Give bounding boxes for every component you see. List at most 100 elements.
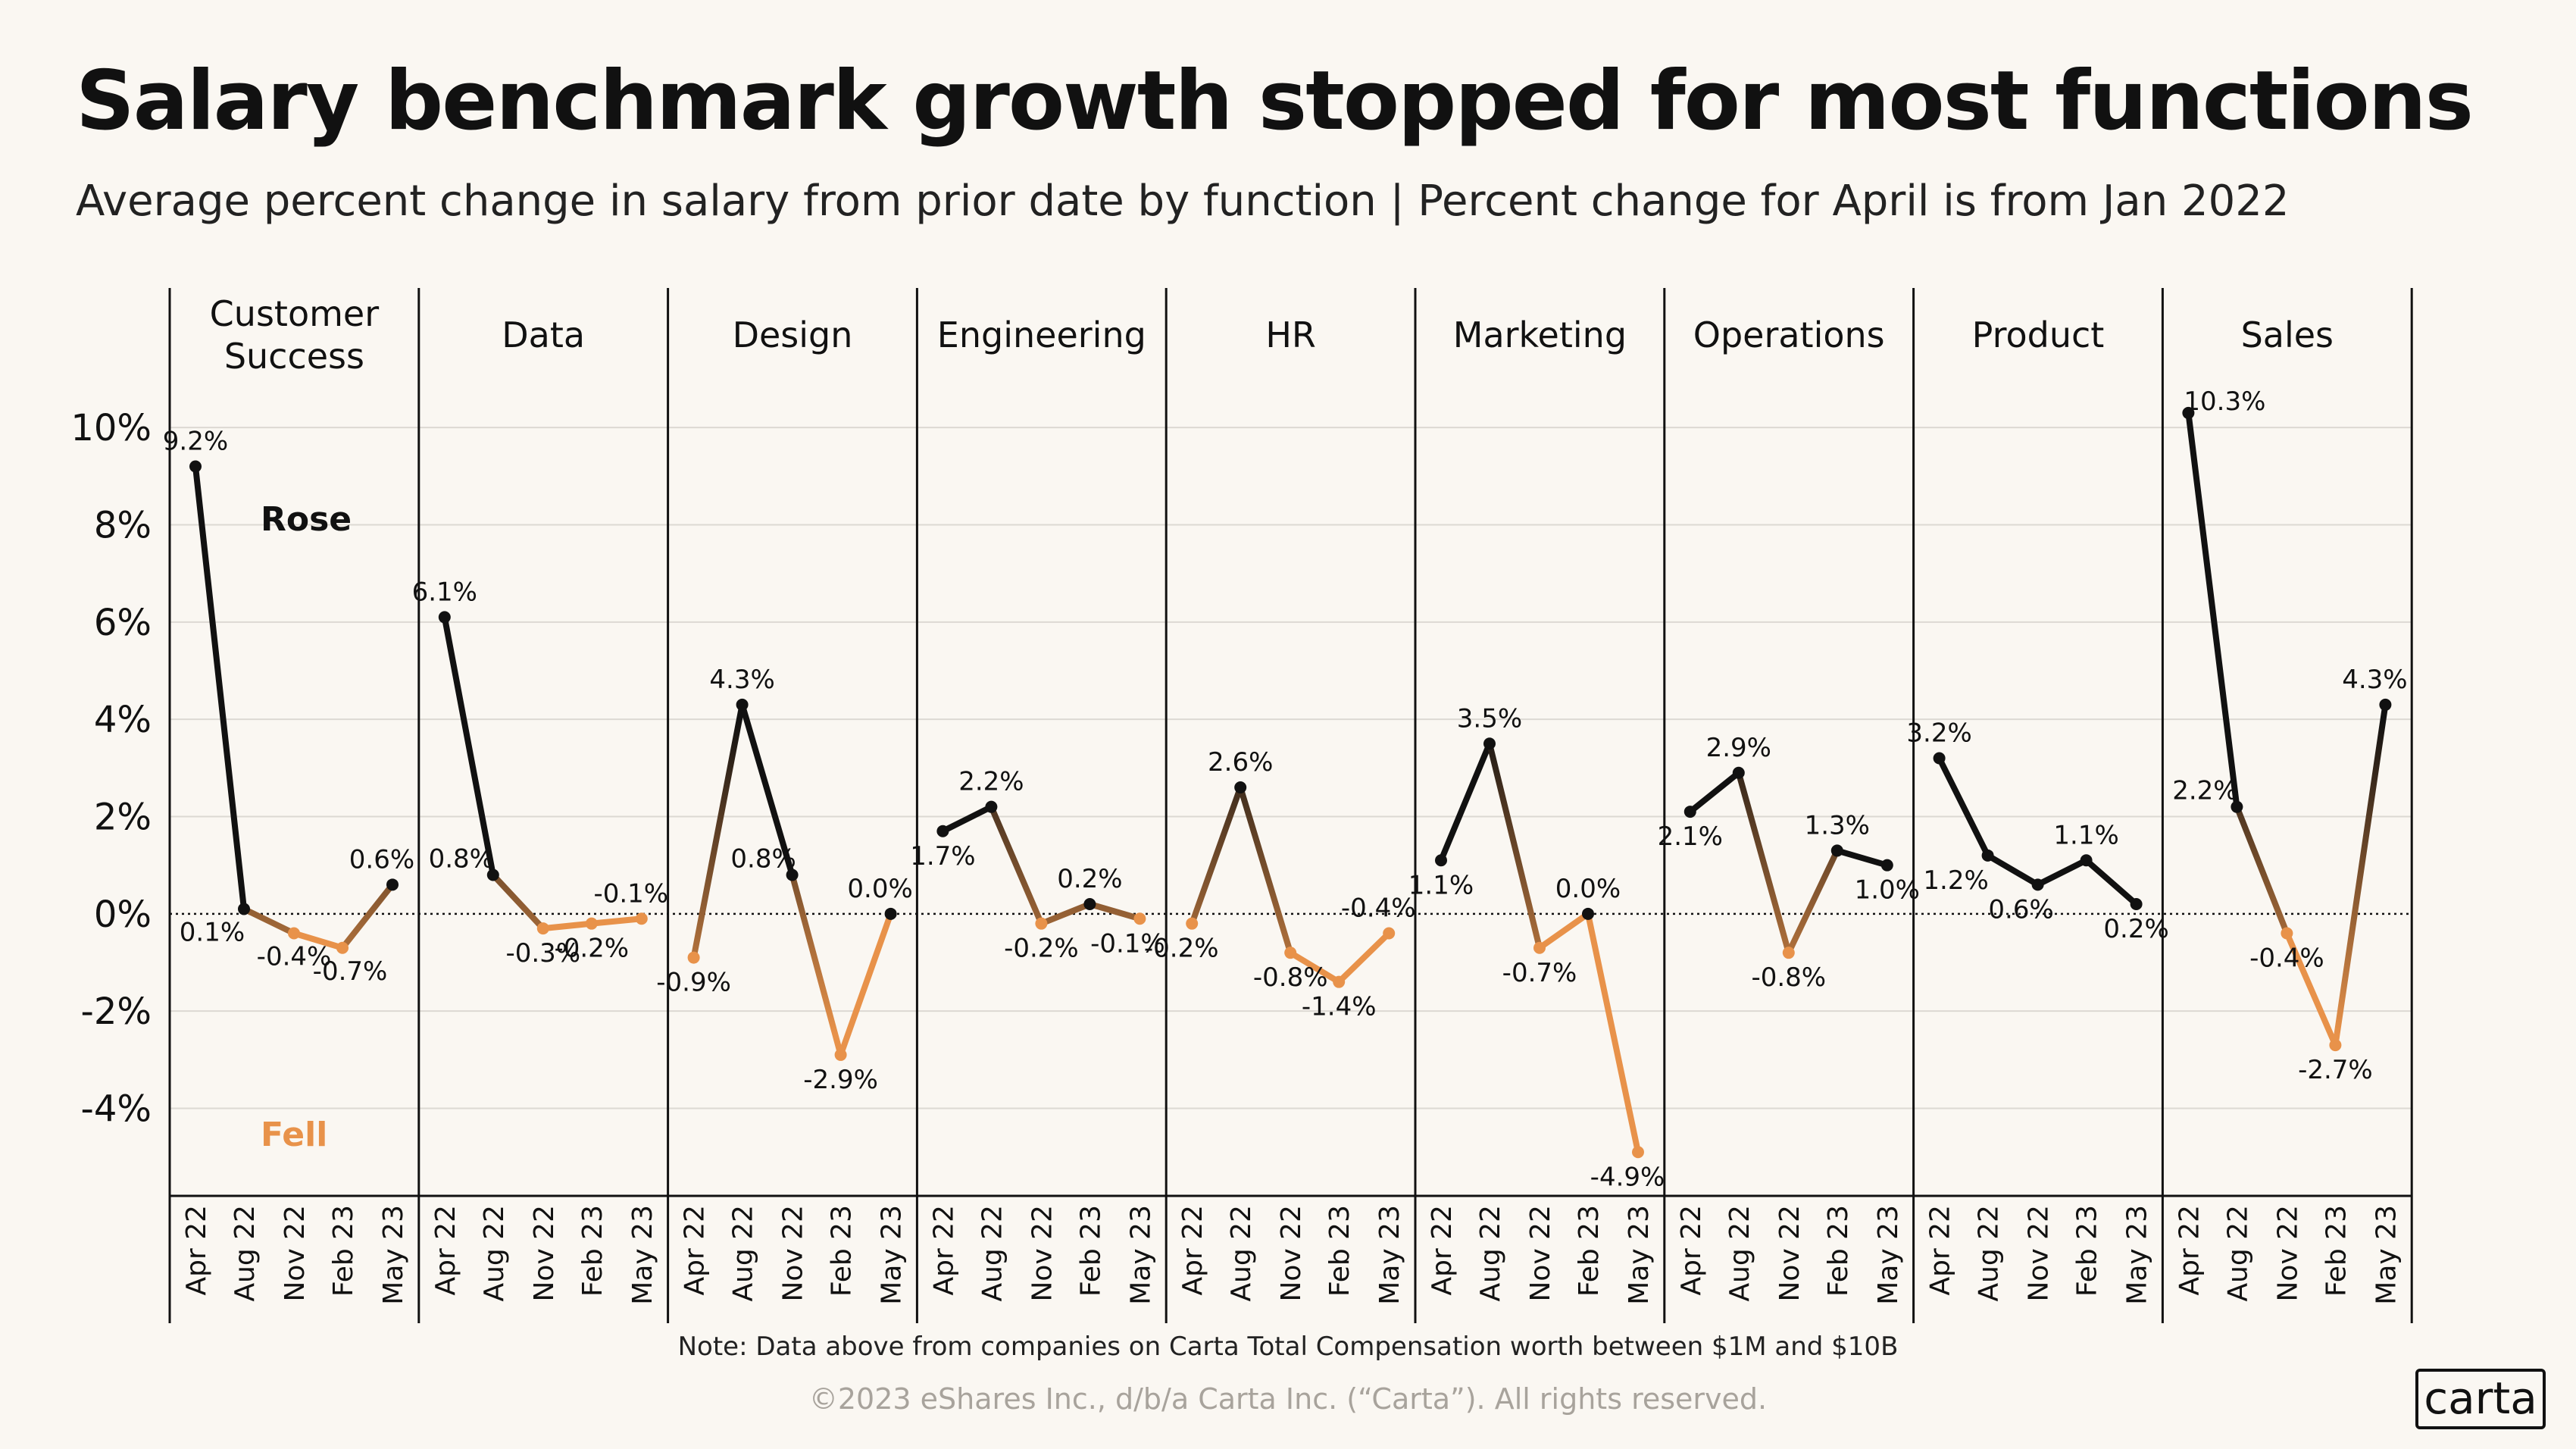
x-tick-label: Aug 22: [479, 1205, 510, 1302]
x-tick-label: May 23: [1624, 1205, 1655, 1305]
data-label: -0.8%: [1751, 962, 1826, 993]
data-label: -1.4%: [1302, 992, 1377, 1022]
data-point: [1383, 927, 1396, 940]
data-label: 1.2%: [1923, 865, 1988, 896]
data-label: 0.0%: [1555, 874, 1621, 904]
data-label: 3.2%: [1906, 718, 1971, 749]
data-label: 1.0%: [1855, 875, 1920, 906]
data-point: [2130, 898, 2143, 910]
series-segment: [441, 614, 496, 878]
x-tick-label: Feb 23: [1075, 1205, 1106, 1297]
series-segment: [2332, 701, 2389, 1049]
data-label: 2.2%: [958, 767, 1024, 797]
data-label: -2.9%: [803, 1065, 878, 1095]
legend-fell: Fell: [261, 1116, 327, 1154]
data-point: [1533, 941, 1546, 954]
x-tick-label: Nov 22: [280, 1205, 311, 1302]
copyright-text: ©2023 eShares Inc., d/b/a Carta Inc. (“C…: [808, 1382, 1768, 1416]
data-point: [1483, 737, 1496, 750]
data-label: 10.3%: [2184, 387, 2265, 417]
data-label: -0.1%: [593, 878, 668, 909]
data-point: [1284, 947, 1297, 959]
x-tick-label: Apr 22: [181, 1205, 212, 1296]
x-tick-label: Apr 22: [1427, 1205, 1458, 1296]
x-tick-label: Nov 22: [2272, 1205, 2303, 1302]
data-point: [1933, 752, 1946, 765]
series-segment: [1735, 769, 1792, 956]
data-point: [1083, 898, 1096, 910]
x-tick-label: Aug 22: [1724, 1205, 1755, 1302]
x-tick-label: Apr 22: [1925, 1205, 1956, 1296]
series-segment: [1785, 847, 1840, 956]
series-segment: [1287, 950, 1343, 985]
series-segment: [1189, 784, 1244, 927]
data-label: 0.0%: [847, 874, 912, 904]
data-label: 1.3%: [1805, 810, 1870, 840]
x-tick-label: Nov 22: [1525, 1205, 1556, 1302]
data-label: 1.7%: [910, 841, 975, 872]
x-tick-label: Feb 23: [1574, 1205, 1605, 1297]
data-point: [1333, 975, 1346, 988]
data-point: [1632, 1146, 1644, 1159]
series-segment: [1834, 847, 1890, 868]
data-point: [1782, 947, 1795, 959]
chart-subtitle: Average percent change in salary from pr…: [76, 177, 2290, 226]
data-point: [386, 878, 399, 891]
series-segment: [291, 930, 345, 951]
data-label: 2.9%: [1706, 733, 1771, 763]
data-point: [834, 1048, 847, 1061]
data-point: [635, 912, 648, 925]
data-label: -0.8%: [1253, 962, 1328, 993]
x-tick-label: Aug 22: [1226, 1205, 1257, 1302]
y-tick-label: 2%: [94, 796, 152, 839]
data-point: [884, 907, 897, 920]
data-point: [2182, 406, 2195, 419]
data-label: -0.7%: [1502, 958, 1577, 988]
data-label: -0.3%: [505, 938, 580, 969]
series-segment: [1336, 930, 1393, 985]
x-tick-label: Aug 22: [728, 1205, 759, 1302]
panel-title: Operations: [1693, 315, 1885, 355]
data-point: [2329, 1039, 2342, 1052]
series-segment: [2185, 409, 2240, 810]
series-segment: [1537, 910, 1591, 951]
x-tick-label: Nov 22: [778, 1205, 809, 1302]
series-segment: [192, 463, 247, 912]
series-segment: [789, 872, 844, 1058]
data-point: [2281, 927, 2293, 940]
series-segment: [2034, 857, 2090, 888]
x-tick-label: Apr 22: [1177, 1205, 1208, 1296]
x-tick-label: May 23: [2371, 1205, 2402, 1305]
data-label: 1.1%: [1408, 870, 1474, 900]
series-segment: [2234, 803, 2290, 937]
data-point: [936, 825, 949, 837]
series-segment: [988, 803, 1045, 927]
x-tick-label: Nov 22: [1276, 1205, 1307, 1302]
data-point: [1981, 849, 1994, 862]
x-tick-label: Apr 22: [2174, 1205, 2205, 1296]
x-tick-label: May 23: [378, 1205, 409, 1305]
data-label: 0.8%: [429, 844, 494, 875]
series-segment: [1984, 852, 2041, 888]
carta-logo[interactable]: carta: [2415, 1369, 2546, 1429]
x-tick-label: Nov 22: [2024, 1205, 2055, 1302]
panel-title: Product: [1972, 315, 2105, 355]
data-point: [1880, 859, 1893, 872]
data-note: Note: Data above from companies on Carta…: [677, 1332, 1899, 1362]
x-tick-label: May 23: [2122, 1205, 2153, 1305]
data-point: [585, 917, 598, 930]
data-label: -0.4%: [257, 942, 332, 972]
data-label: -0.4%: [1341, 893, 1416, 924]
data-point: [1234, 781, 1247, 793]
data-label: 4.3%: [709, 665, 774, 695]
data-point: [2080, 854, 2093, 867]
series-segment: [539, 920, 595, 932]
x-tick-label: Nov 22: [529, 1205, 560, 1302]
x-tick-label: Aug 22: [977, 1205, 1008, 1302]
data-point: [1732, 766, 1745, 779]
data-label: 0.2%: [2103, 914, 2168, 944]
panel-title-line: Success: [224, 336, 364, 377]
series-segment: [837, 910, 894, 1058]
data-label: -2.7%: [2298, 1055, 2373, 1085]
